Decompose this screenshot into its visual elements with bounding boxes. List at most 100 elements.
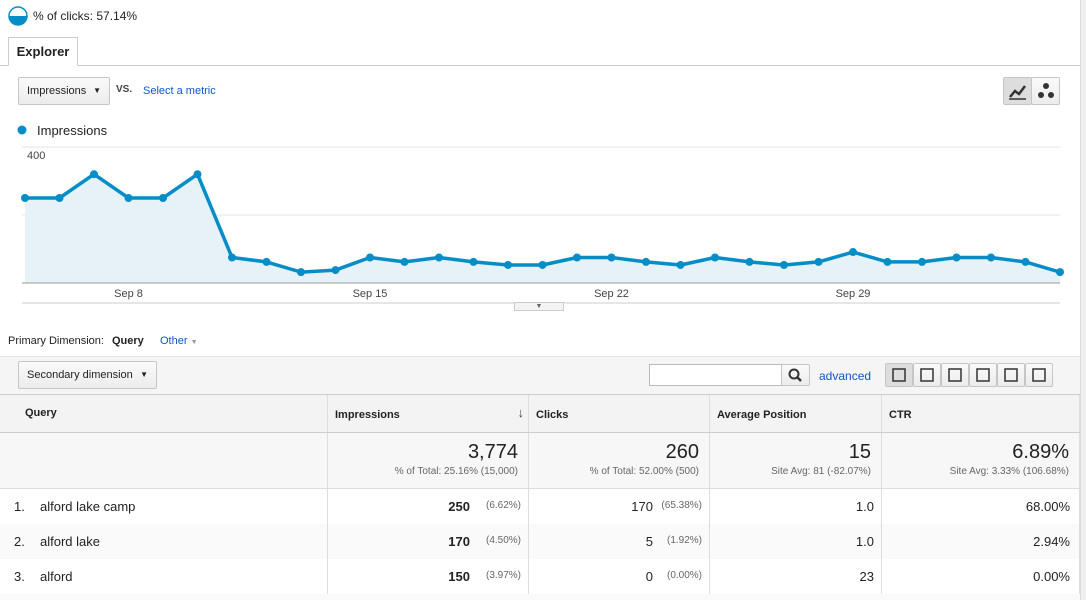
view-icon <box>948 368 962 382</box>
row-cell <box>0 524 328 559</box>
header-cell[interactable]: Clicks <box>529 395 710 432</box>
primary-dimension-query[interactable]: Query <box>112 335 144 347</box>
row-clicks-pct: (1.92%) <box>666 535 702 546</box>
point <box>780 260 788 269</box>
total-value: 260 <box>665 441 699 463</box>
tab-rule <box>0 65 1080 66</box>
x-tick-label: Sep 15 <box>353 288 388 300</box>
line-chart-button[interactable] <box>1003 77 1032 105</box>
view-icon <box>976 368 990 382</box>
select-metric[interactable]: Select a metric <box>143 85 216 97</box>
point <box>676 260 685 269</box>
row-cell <box>882 559 1080 594</box>
primary-dimension-other[interactable]: Other ▼ <box>160 335 198 347</box>
legend-label: Impressions <box>37 123 108 138</box>
point <box>159 194 167 202</box>
view-button[interactable] <box>1025 363 1053 387</box>
header-text: Impressions <box>335 409 400 421</box>
point <box>918 257 926 266</box>
row-impressions: 250 <box>448 499 470 514</box>
row-impressions-pct: (6.62%) <box>485 500 521 511</box>
header-text: CTR <box>889 409 912 421</box>
point <box>262 257 271 266</box>
row-rank: 3. <box>14 569 25 584</box>
totals-row: 3,774 % of Total: 25.16% (15,000) 260 % of … <box>0 433 1080 489</box>
row-cell <box>710 489 882 524</box>
x-tick-label: Sep 8 <box>114 288 143 300</box>
header-cell[interactable]: Impressions ↓ <box>328 395 529 432</box>
row-cell <box>529 524 710 559</box>
view-icon <box>1004 368 1018 382</box>
metric-dropdown[interactable]: Impressions ▼ <box>18 77 110 105</box>
point <box>711 253 719 262</box>
scrollbar <box>1080 0 1086 600</box>
view-icon <box>892 368 906 382</box>
chart-collapse[interactable]: ▼ <box>514 302 564 311</box>
table-row: 2. alford lake 170 (4.50%) 5 (1.92%) 1.0 2.94% <box>0 524 1080 560</box>
row-ctr: 68.00% <box>1025 499 1070 514</box>
point <box>228 253 236 262</box>
view-button[interactable] <box>913 363 941 387</box>
view-button[interactable] <box>969 363 997 387</box>
advanced-link[interactable]: advanced <box>819 369 872 383</box>
totals-cell: 260 % of Total: 52.00% (500) <box>529 433 710 488</box>
point <box>1021 257 1030 266</box>
row-cell <box>882 524 1080 559</box>
point <box>987 253 995 262</box>
row-ctr: 2.94% <box>1033 534 1070 549</box>
point <box>331 266 340 275</box>
point <box>297 268 305 277</box>
total-sub: % of Total: 52.00% (500) <box>589 466 699 477</box>
point <box>745 257 754 266</box>
row-cell <box>529 489 710 524</box>
legend-dot <box>17 125 27 135</box>
motion-chart-button[interactable] <box>1031 77 1060 105</box>
table: Query Impressions ↓ Clicks Average Position C… <box>0 394 1080 600</box>
row-query[interactable]: alford lake camp <box>40 499 136 514</box>
row-clicks-pct: (0.00%) <box>666 570 702 581</box>
header-text: Average Position <box>717 409 807 421</box>
row-cell <box>529 559 710 594</box>
point <box>1056 268 1064 277</box>
row-cell <box>328 524 529 559</box>
total-sub: Site Avg: 81 (-82.07%) <box>771 466 871 477</box>
row-cell <box>710 559 882 594</box>
secondary-dimension[interactable]: Secondary dimension ▼ <box>18 361 157 389</box>
row-ctr: 0.00% <box>1033 569 1070 584</box>
point <box>814 257 823 266</box>
row-query[interactable]: alford lake <box>40 534 100 549</box>
point <box>193 170 202 179</box>
pie-icon <box>8 6 28 26</box>
header-text: Clicks <box>536 409 569 421</box>
row-clicks-pct: (65.38%) <box>661 500 702 511</box>
header-cell[interactable]: Average Position <box>710 395 882 432</box>
partial-row <box>0 594 1080 600</box>
search-button[interactable] <box>781 364 810 386</box>
row-rank: 2. <box>14 534 25 549</box>
totals-cell: 15 Site Avg: 81 (-82.07%) <box>710 433 882 488</box>
row-cell <box>710 524 882 559</box>
row-cell <box>0 559 328 594</box>
point <box>642 257 650 266</box>
header-text: Query <box>25 407 57 419</box>
header-cell[interactable]: CTR <box>882 395 1080 432</box>
row-query[interactable]: alford <box>40 569 73 584</box>
x-tick-label: Sep 29 <box>836 288 871 300</box>
totals-cell <box>0 433 328 488</box>
view-button[interactable] <box>941 363 969 387</box>
header-row: Query Impressions ↓ Clicks Average Position C… <box>0 395 1080 433</box>
explorer-tab[interactable]: Explorer <box>8 37 78 66</box>
row-cell <box>0 489 328 524</box>
header-cell[interactable]: Query <box>0 395 328 432</box>
row-impressions-pct: (4.50%) <box>485 535 521 546</box>
total-value: 3,774 <box>467 441 518 463</box>
view-button[interactable] <box>885 363 913 387</box>
primary-dimension-label: Primary Dimension: <box>8 335 104 347</box>
point <box>400 257 409 266</box>
point <box>952 253 961 262</box>
secondary-text: Secondary dimension <box>27 369 133 381</box>
view-button[interactable] <box>997 363 1025 387</box>
x-tick-label: Sep 22 <box>594 288 629 300</box>
search-input[interactable] <box>649 364 782 386</box>
point <box>90 170 98 179</box>
